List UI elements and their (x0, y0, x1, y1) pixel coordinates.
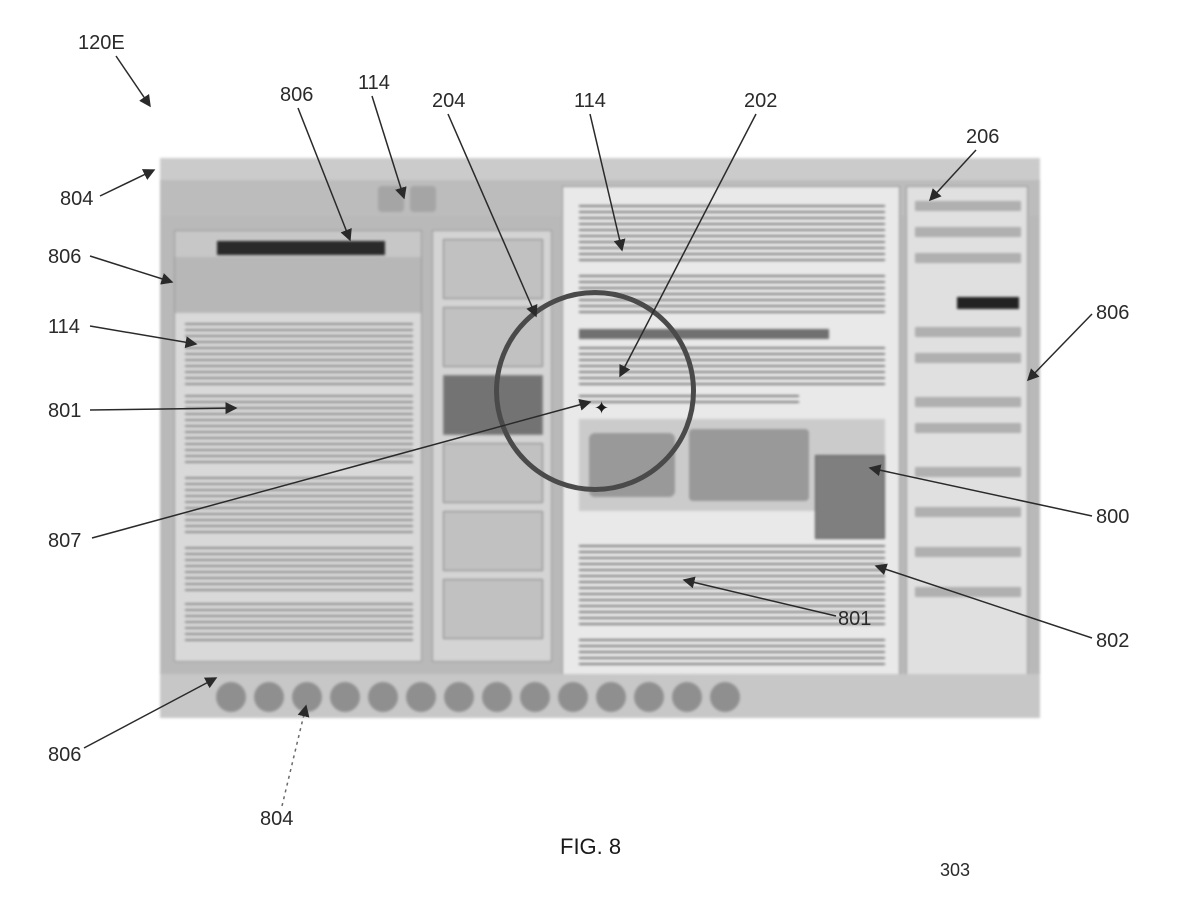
dock (160, 674, 1040, 718)
sidebar-row (915, 467, 1021, 477)
paragraph-blur (579, 205, 885, 265)
sidebar-row (915, 327, 1021, 337)
dock-icon (596, 682, 626, 712)
dock-icon (292, 682, 322, 712)
toolbar-icon (410, 186, 436, 212)
ref-114a: 114 (358, 72, 390, 95)
text-blur (185, 477, 413, 535)
right-sidebar (906, 186, 1028, 700)
figure-caption: FIG. 8 (560, 834, 621, 860)
dock-icon (254, 682, 284, 712)
text-blur (185, 547, 413, 591)
sidebar-row (915, 253, 1021, 263)
ref-202: 202 (744, 90, 777, 113)
ref-806c: 806 (48, 744, 81, 767)
sidebar-row (915, 227, 1021, 237)
paragraph-blur (579, 395, 799, 407)
paragraph-blur (579, 275, 885, 317)
sidebar-row (915, 397, 1021, 407)
ref-806a: 806 (280, 84, 313, 107)
patent-screenshot (160, 158, 1040, 718)
paragraph-blur (579, 639, 885, 669)
ref-206: 206 (966, 126, 999, 149)
left-window (174, 230, 422, 662)
heading-blur (579, 329, 829, 339)
sidebar-row (915, 587, 1021, 597)
dock-icon (558, 682, 588, 712)
ref-802: 802 (1096, 630, 1129, 653)
sidebar-row (915, 353, 1021, 363)
dock-icon (520, 682, 550, 712)
ref-114c: 114 (48, 316, 80, 339)
thumbnail-strip (432, 230, 552, 662)
sidebar-accent (957, 297, 1019, 309)
ref-801b: 801 (838, 608, 871, 631)
toolbar-icon (378, 186, 404, 212)
dock-icon (482, 682, 512, 712)
thumbnail (443, 239, 543, 299)
ref-804b: 804 (260, 808, 293, 831)
title-text-blur (217, 241, 385, 255)
paragraph-blur (579, 347, 885, 387)
ref-800: 800 (1096, 506, 1129, 529)
dock-icon (634, 682, 664, 712)
menubar (160, 158, 1040, 180)
text-blur (185, 323, 413, 385)
thumbnail (443, 307, 543, 367)
sidebar-row (915, 423, 1021, 433)
thumbnail-selected (443, 375, 543, 435)
sidebar-row (915, 547, 1021, 557)
text-blur (185, 603, 413, 643)
dock-icon (216, 682, 246, 712)
ref-114b: 114 (574, 90, 606, 113)
ref-204: 204 (432, 90, 465, 113)
left-window-band (175, 257, 421, 313)
sidebar-row (915, 201, 1021, 211)
dock-icon (406, 682, 436, 712)
dock-icon (672, 682, 702, 712)
ref-806d: 806 (1096, 302, 1129, 325)
sidebar-row (915, 507, 1021, 517)
left-window-header (175, 231, 421, 257)
ref-807: 807 (48, 530, 81, 553)
thumbnail (443, 511, 543, 571)
dock-icon (330, 682, 360, 712)
text-blur (185, 395, 413, 465)
thumbnail (443, 443, 543, 503)
ref-804a: 804 (60, 188, 93, 211)
photo-blur (815, 455, 885, 539)
page-number: 303 (940, 860, 970, 881)
ref-806b: 806 (48, 246, 81, 269)
dock-icon (710, 682, 740, 712)
ref-801a: 801 (48, 400, 81, 423)
thumbnail (443, 579, 543, 639)
dock-icon (368, 682, 398, 712)
dock-icon (444, 682, 474, 712)
ref-120E: 120E (78, 32, 125, 55)
